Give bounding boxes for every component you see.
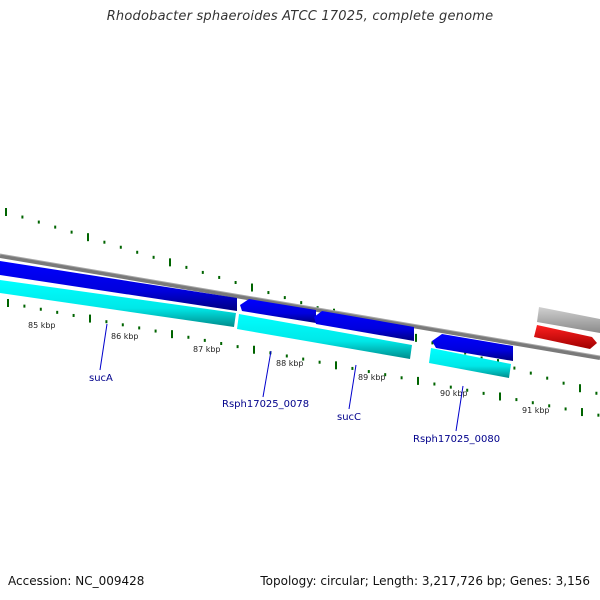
cds-feature[interactable] [314, 311, 414, 341]
genome-backbone [0, 254, 600, 360]
gene-feature[interactable] [237, 314, 412, 359]
ruler-label: 87 kbp [193, 345, 221, 354]
gene-label-suca[interactable]: sucA [89, 373, 113, 384]
genome-summary-text: Topology: circular; Length: 3,217,726 bp… [260, 574, 590, 588]
label-leader-line [348, 364, 357, 410]
ruler-label: 90 kbp [440, 389, 468, 398]
label-leader-line [455, 385, 464, 432]
inner-tick-ring [7, 299, 600, 417]
ruler-label: 89 kbp [358, 373, 386, 382]
label-leader-line [262, 350, 272, 398]
ruler-label: 85 kbp [28, 321, 56, 330]
cds-feature[interactable] [0, 261, 237, 311]
rna-feature-gray[interactable] [537, 307, 600, 333]
cds-feature[interactable] [432, 334, 513, 361]
gene-label-rsph17025-0080[interactable]: Rsph17025_0080 [413, 434, 500, 445]
label-leader-line [99, 323, 108, 371]
forward-cds-lane [0, 261, 513, 361]
rna-feature-red[interactable] [534, 325, 597, 349]
gene-feature[interactable] [429, 348, 511, 378]
ruler-label: 88 kbp [276, 359, 304, 368]
ruler-label: 91 kbp [522, 406, 550, 415]
gene-feature[interactable] [0, 280, 236, 327]
cds-feature[interactable] [240, 299, 316, 323]
gene-lane [0, 280, 511, 378]
gene-label-rsph17025-0078[interactable]: Rsph17025_0078 [222, 399, 309, 410]
ruler-label: 86 kbp [111, 332, 139, 341]
accession-text: Accession: NC_009428 [8, 574, 145, 588]
gene-label-succ[interactable]: sucC [337, 412, 361, 423]
genome-title: Rhodobacter sphaeroides ATCC 17025, comp… [106, 9, 494, 24]
